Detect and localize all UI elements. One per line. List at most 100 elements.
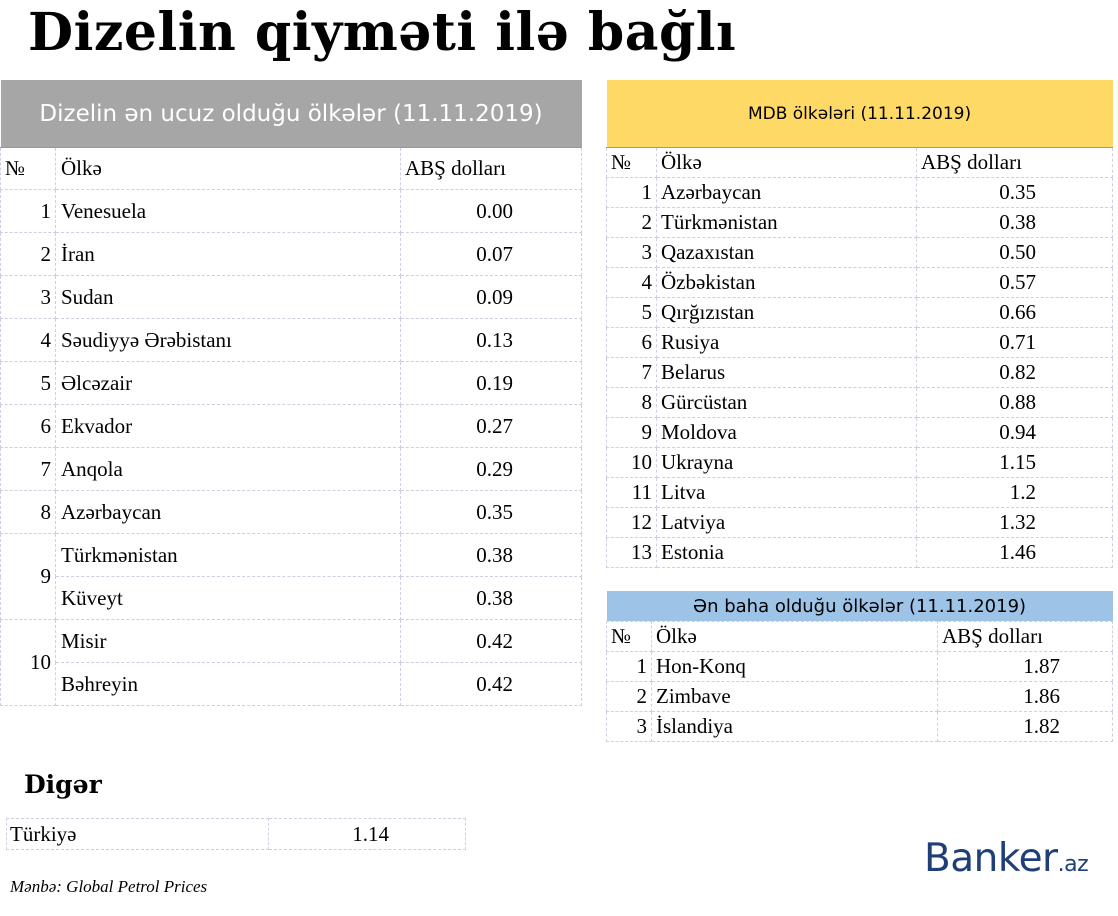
row-price: 0.88 [915,387,1114,418]
table-row: 7 Belarus 0.82 [606,357,1114,388]
table-row: 5 Qırğızıstan 0.66 [606,297,1114,328]
row-price: 0.35 [399,490,583,534]
row-country: Rusiya [656,327,917,358]
row-price: 0.57 [915,267,1114,298]
row-country: Estonia [656,537,917,568]
row-country: Ekvador [55,404,401,448]
column-header-number: № [0,147,56,190]
table-row: 2 Türkmәnistan 0.38 [606,207,1114,238]
row-number: 1 [606,177,657,208]
table-row: 6 Rusiya 0.71 [606,327,1114,358]
row-number: 2 [0,232,56,276]
banker-logo: Banker.az [924,836,1089,881]
column-header-country: Ölkә [656,147,917,178]
table-row: 5 Әlcәzair 0.19 [0,361,583,405]
table-row: 2 Zimbave 1.86 [606,681,1113,712]
row-number: 3 [606,237,657,268]
row-country: Әlcәzair [55,361,401,405]
row-country: Küveyt [55,576,401,620]
column-header-country: Ölkә [55,147,401,190]
row-country: Moldova [656,417,917,448]
row-price: 1.87 [937,651,1113,682]
row-price: 0.13 [399,318,583,362]
table-row: Türkiyә 1.14 [6,818,466,850]
table-row: 4 Özbәkistan 0.57 [606,267,1114,298]
row-number: 9 [0,533,56,620]
row-price: 0.27 [399,404,583,448]
row-country: Bәhreyin [55,662,401,706]
row-number: 4 [606,267,657,298]
row-number: 8 [606,387,657,418]
table-row: 10 Misir 0.42 [0,619,583,706]
row-number: 7 [0,447,56,491]
table-row: Bәhreyin 0.42 [1,662,583,706]
table-row: 1 Venesuela 0.00 [0,189,583,233]
row-number: 3 [0,275,56,319]
logo-main: Banker [924,836,1058,881]
row-country: Azәrbaycan [55,490,401,534]
table-row: 4 Sәudiyyә Әrәbistanı 0.13 [0,318,583,362]
table-row: 8 Gürcüstan 0.88 [606,387,1114,418]
table-row: 9 Türkmәnistan 0.38 [0,533,583,620]
row-price: 0.82 [915,357,1114,388]
row-country: Ukrayna [656,447,917,478]
row-country: Gürcüstan [656,387,917,418]
column-header-price: ABŞ dolları [399,147,583,190]
table-row: 3 İslandiya 1.82 [606,711,1113,742]
row-country: Anqola [55,447,401,491]
cis-heading: MDB ölkәlәri (11.11.2019) [606,80,1113,148]
row-country: Zimbave [651,681,938,712]
table-row: 10 Ukrayna 1.15 [606,447,1114,478]
row-number: 4 [0,318,56,362]
table-row: 11 Litva 1.2 [606,477,1114,508]
row-country: Venesuela [55,189,401,233]
table-row: 12 Latviya 1.32 [606,507,1114,538]
table-row: 3 Qazaxıstan 0.50 [606,237,1114,268]
row-country: İslandiya [651,711,938,742]
table-row: Küveyt 0.38 [1,576,583,620]
cis-table: MDB ölkәlәri (11.11.2019) № Ölkә ABŞ dol… [606,80,1114,568]
page-title: Dizelin qiymәti ilә bağlı [28,2,737,63]
row-country: Türkiyә [6,818,269,850]
row-country: Litva [656,477,917,508]
row-number: 2 [606,207,657,238]
other-table: Türkiyә 1.14 [6,818,466,850]
row-number: 10 [606,447,657,478]
table-row: 1 Azәrbaycan 0.35 [606,177,1114,208]
column-header-number: № [606,621,652,652]
cheapest-table: Dizelin әn ucuz olduğu ölkәlәr (11.11.20… [0,80,583,706]
row-number: 1 [0,189,56,233]
row-number: 8 [0,490,56,534]
row-number: 7 [606,357,657,388]
logo-suffix: .az [1057,852,1089,877]
row-price: 0.07 [399,232,583,276]
row-number: 5 [0,361,56,405]
row-country: Türkmәnistan [656,207,917,238]
row-number: 13 [606,537,657,568]
column-header-number: № [606,147,657,178]
row-price: 0.38 [399,533,583,577]
row-number: 12 [606,507,657,538]
row-country: Azәrbaycan [656,177,917,208]
table-row: 1 Hon-Konq 1.87 [606,651,1113,682]
row-country: Misir [55,619,401,663]
row-number: 10 [0,619,56,706]
row-number: 2 [606,681,652,712]
cheapest-heading: Dizelin әn ucuz olduğu ölkәlәr (11.11.20… [0,80,582,148]
row-price: 0.19 [399,361,583,405]
row-number: 5 [606,297,657,328]
row-price: 0.50 [915,237,1114,268]
table-row: 6 Ekvador 0.27 [0,404,583,448]
row-price: 1.32 [915,507,1114,538]
row-country: Qazaxıstan [656,237,917,268]
row-number: 11 [606,477,657,508]
row-price: 0.09 [399,275,583,319]
row-country: Sudan [55,275,401,319]
row-price: 1.46 [915,537,1114,568]
row-number: 9 [606,417,657,448]
row-price: 1.86 [937,681,1113,712]
row-country: Qırğızıstan [656,297,917,328]
other-heading: Digәr [24,770,102,799]
row-country: Hon-Konq [651,651,938,682]
expensive-heading: Әn baha olduğu ölkәlәr (11.11.2019) [606,591,1113,622]
